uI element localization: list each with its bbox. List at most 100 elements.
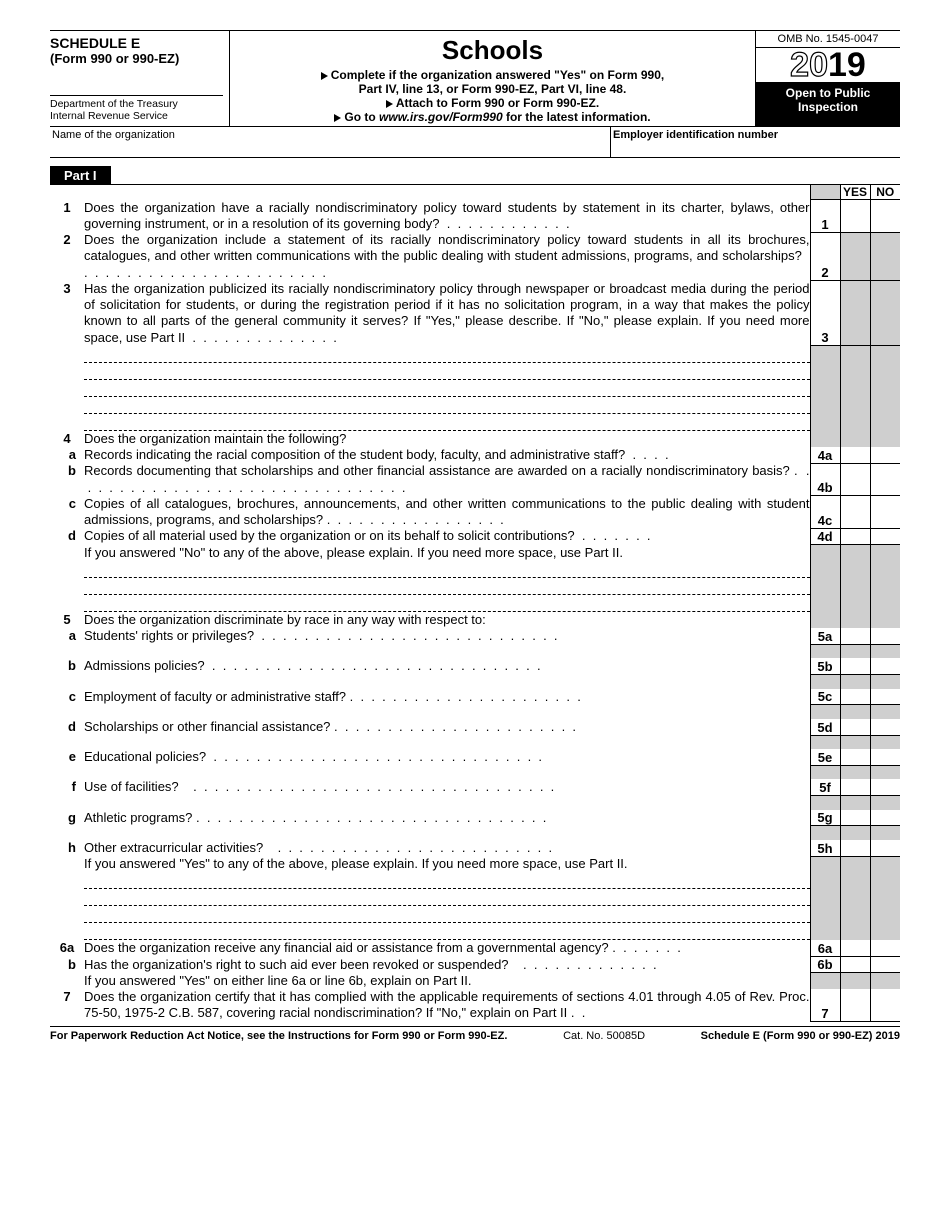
schedule-label: SCHEDULE E	[50, 35, 223, 51]
row-num-1: 1	[50, 200, 84, 233]
yes-1[interactable]	[840, 200, 870, 233]
q7-text: Does the organization certify that it ha…	[84, 989, 810, 1020]
row-num-5g: g	[50, 810, 84, 826]
label-6a: 6a	[810, 940, 840, 956]
ein-label: Employer identification number	[610, 127, 900, 157]
no-2[interactable]	[870, 232, 900, 281]
yes-5f[interactable]	[840, 779, 870, 795]
footer-left: For Paperwork Reduction Act Notice, see …	[50, 1030, 507, 1042]
open-to-public: Open to Public Inspection	[756, 83, 900, 126]
no-7[interactable]	[870, 989, 900, 1022]
no-4a[interactable]	[870, 447, 900, 463]
sub1: Complete if the organization answered "Y…	[331, 68, 664, 82]
yes-6a[interactable]	[840, 940, 870, 956]
yes-header: YES	[840, 185, 870, 200]
year-19: 19	[828, 48, 866, 82]
header-middle: Schools Complete if the organization ans…	[230, 31, 755, 126]
no-1[interactable]	[870, 200, 900, 233]
row-num-5d: d	[50, 719, 84, 735]
q5a-text: Students' rights or privileges?	[84, 628, 254, 643]
blank-header	[810, 185, 840, 200]
no-5a[interactable]	[870, 628, 900, 644]
q5e-text: Educational policies?	[84, 749, 206, 764]
q2-text: Does the organization include a statemen…	[84, 232, 810, 263]
form-title: Schools	[238, 35, 747, 66]
yes-3[interactable]	[840, 281, 870, 346]
no-5c[interactable]	[870, 689, 900, 705]
dept-line2: Internal Revenue Service	[50, 110, 223, 122]
no-5f[interactable]	[870, 779, 900, 795]
label-5f: 5f	[810, 779, 840, 795]
triangle-icon	[334, 114, 341, 122]
footer-mid: Cat. No. 50085D	[563, 1030, 645, 1042]
yes-7[interactable]	[840, 989, 870, 1022]
sub4c: for the latest information.	[503, 110, 651, 124]
yes-5e[interactable]	[840, 749, 870, 765]
page-footer: For Paperwork Reduction Act Notice, see …	[50, 1026, 900, 1042]
label-4c: 4c	[810, 496, 840, 529]
q5-note: If you answered "Yes" to any of the abov…	[84, 856, 628, 871]
no-5b[interactable]	[870, 658, 900, 674]
yes-5d[interactable]	[840, 719, 870, 735]
row-num-5a: a	[50, 628, 84, 644]
sub3: Attach to Form 990 or Form 990-EZ.	[396, 96, 599, 110]
yes-4b[interactable]	[840, 463, 870, 496]
yes-5a[interactable]	[840, 628, 870, 644]
yes-5c[interactable]	[840, 689, 870, 705]
no-3[interactable]	[870, 281, 900, 346]
no-4c[interactable]	[870, 496, 900, 529]
label-7: 7	[810, 989, 840, 1022]
q5d-text: Scholarships or other financial assistan…	[84, 719, 330, 734]
sub4b: www.irs.gov/Form990	[379, 110, 503, 124]
no-4d[interactable]	[870, 528, 900, 544]
row-num-4a: a	[50, 447, 84, 463]
q5-fill-lines[interactable]	[84, 872, 810, 940]
no-4b[interactable]	[870, 463, 900, 496]
yes-2[interactable]	[840, 232, 870, 281]
row-num-4: 4	[50, 431, 84, 447]
label-3: 3	[810, 281, 840, 346]
label-5c: 5c	[810, 689, 840, 705]
row-num-2: 2	[50, 232, 84, 281]
yes-5b[interactable]	[840, 658, 870, 674]
yes-4c[interactable]	[840, 496, 870, 529]
q5h-text: Other extracurricular activities?	[84, 840, 263, 855]
q6b-text: Has the organization's right to such aid…	[84, 957, 509, 972]
no-5g[interactable]	[870, 810, 900, 826]
row-num-5c: c	[50, 689, 84, 705]
yes-4a[interactable]	[840, 447, 870, 463]
question-table: YES NO 1 Does the organization have a ra…	[50, 185, 900, 1022]
row-num-7: 7	[50, 989, 84, 1022]
tax-year: 2019	[756, 48, 900, 83]
label-5d: 5d	[810, 719, 840, 735]
row-num-6a: 6a	[50, 940, 84, 956]
footer-right: Schedule E (Form 990 or 990-EZ) 2019	[701, 1030, 900, 1042]
q5f-text: Use of facilities?	[84, 779, 179, 794]
form-paren: (Form 990 or 990-EZ)	[50, 51, 223, 66]
q5b-text: Admissions policies?	[84, 658, 205, 673]
row-num-5b: b	[50, 658, 84, 674]
label-4b: 4b	[810, 463, 840, 496]
no-6a[interactable]	[870, 940, 900, 956]
row-num-4b: b	[50, 463, 84, 496]
q5g-text: Athletic programs?	[84, 810, 192, 825]
no-6b[interactable]	[870, 957, 900, 973]
public-line1: Open to Public	[756, 86, 900, 100]
q5c-text: Employment of faculty or administrative …	[84, 689, 346, 704]
no-5d[interactable]	[870, 719, 900, 735]
triangle-icon	[321, 72, 328, 80]
row-num-5f: f	[50, 779, 84, 795]
no-5h[interactable]	[870, 840, 900, 856]
row-num-5: 5	[50, 612, 84, 628]
q3-fill-lines[interactable]	[84, 346, 810, 431]
header-left: SCHEDULE E (Form 990 or 990-EZ) Departme…	[50, 31, 230, 126]
q4-fill-lines[interactable]	[84, 561, 810, 612]
year-20: 20	[790, 48, 828, 82]
yes-6b[interactable]	[840, 957, 870, 973]
q6a-text: Does the organization receive any financ…	[84, 940, 609, 955]
no-5e[interactable]	[870, 749, 900, 765]
yes-4d[interactable]	[840, 528, 870, 544]
dept-line1: Department of the Treasury	[50, 98, 223, 110]
yes-5g[interactable]	[840, 810, 870, 826]
yes-5h[interactable]	[840, 840, 870, 856]
